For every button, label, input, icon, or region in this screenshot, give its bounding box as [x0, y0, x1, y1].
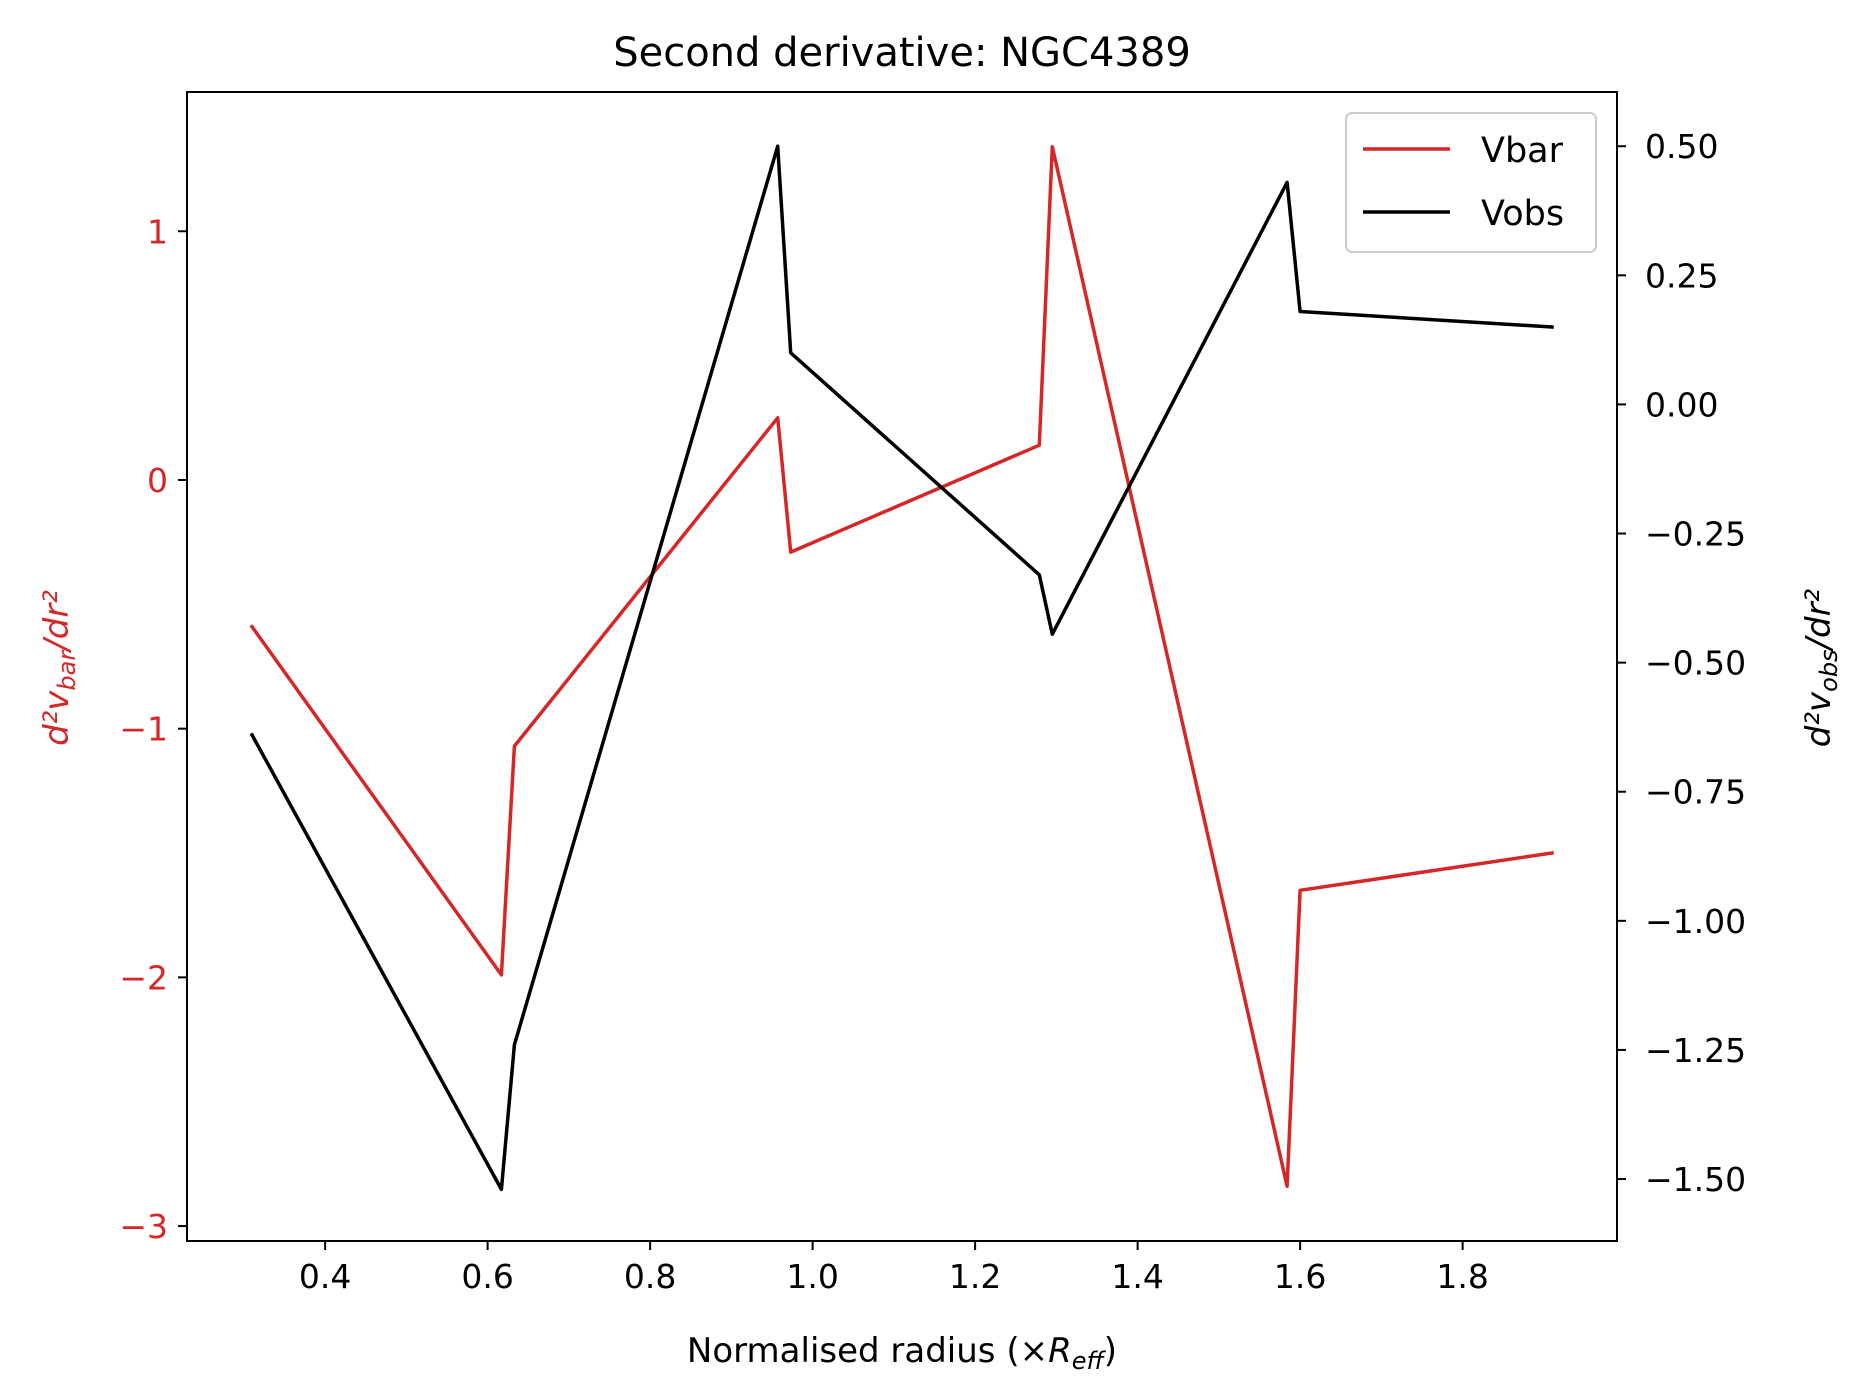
right-y-tick-label-0-25: −0.25 [1645, 515, 1746, 554]
x-tick-label-1-4: 1.4 [1111, 1257, 1163, 1296]
left-y-axis-label: d²vbar/dr² [37, 590, 81, 746]
left-y-axis-label-suffix: /dr² [37, 590, 77, 654]
left-y-axis: 1 0 −1 −2 −3 [119, 212, 187, 1246]
x-axis-label-suffix: ) [1104, 1331, 1117, 1371]
x-axis-label: Normalised radius (×Reff) [687, 1331, 1117, 1375]
left-y-axis-label-symbol: d²v [37, 690, 77, 746]
left-y-tick-label-3: −3 [119, 1207, 168, 1246]
x-tick-label-1-2: 1.2 [949, 1257, 1001, 1296]
right-y-axis-label-suffix: /dr² [1799, 588, 1839, 652]
x-axis-label-symbol: R [1048, 1331, 1072, 1371]
x-tick-label-1-0: 1.0 [786, 1257, 838, 1296]
series-layer [249, 144, 1554, 1192]
x-tick-label-1-8: 1.8 [1436, 1257, 1488, 1296]
right-y-tick-label-1-00: −1.00 [1645, 902, 1746, 941]
left-y-tick-label-2: −2 [119, 958, 168, 997]
x-axis: 0.4 0.6 0.8 1.0 1.2 1.4 1.6 1.8 [299, 1241, 1489, 1296]
x-tick-label-0-4: 0.4 [299, 1257, 351, 1296]
left-y-tick-label-0: 0 [147, 461, 168, 500]
x-tick-label-0-6: 0.6 [461, 1257, 513, 1296]
right-y-axis-label: d²vobs/dr² [1799, 588, 1843, 747]
legend-label-vbar: Vbar [1481, 131, 1564, 171]
left-y-tick-label-1: 1 [147, 212, 168, 251]
x-tick-label-0-8: 0.8 [624, 1257, 676, 1296]
left-y-tick-label-1: −1 [119, 710, 168, 749]
right-y-axis: 0.50 0.25 0.00 −0.25 −0.50 −0.75 −1.00 −1.25 −1.… [1617, 127, 1746, 1199]
right-y-tick-label-0-75: −0.75 [1645, 773, 1746, 812]
legend: Vbar Vobs [1345, 112, 1597, 253]
right-y-axis-label-subscript: obs [1815, 649, 1843, 691]
x-axis-label-subscript: eff [1072, 1347, 1107, 1375]
series-line-vbar [249, 144, 1554, 1189]
x-tick-label-1-6: 1.6 [1274, 1257, 1326, 1296]
left-y-axis-label-subscript: bar [53, 649, 81, 691]
right-y-tick-label-0-50: −0.50 [1645, 644, 1746, 683]
right-y-axis-label-symbol: d²v [1799, 691, 1839, 747]
legend-label-vobs: Vobs [1481, 194, 1564, 234]
right-y-tick-label-0-50: 0.50 [1645, 127, 1718, 166]
right-y-tick-label-1-50: −1.50 [1645, 1160, 1746, 1199]
right-y-tick-label-0-25: 0.25 [1645, 256, 1718, 295]
chart-title: Second derivative: NGC4389 [613, 30, 1191, 76]
x-axis-label-prefix: Normalised radius (× [687, 1331, 1048, 1371]
series-line-vobs [249, 144, 1554, 1192]
plot-frame [186, 91, 1618, 1242]
right-y-tick-label-0-00: 0.00 [1645, 385, 1718, 424]
right-y-tick-label-1-25: −1.25 [1645, 1031, 1746, 1070]
